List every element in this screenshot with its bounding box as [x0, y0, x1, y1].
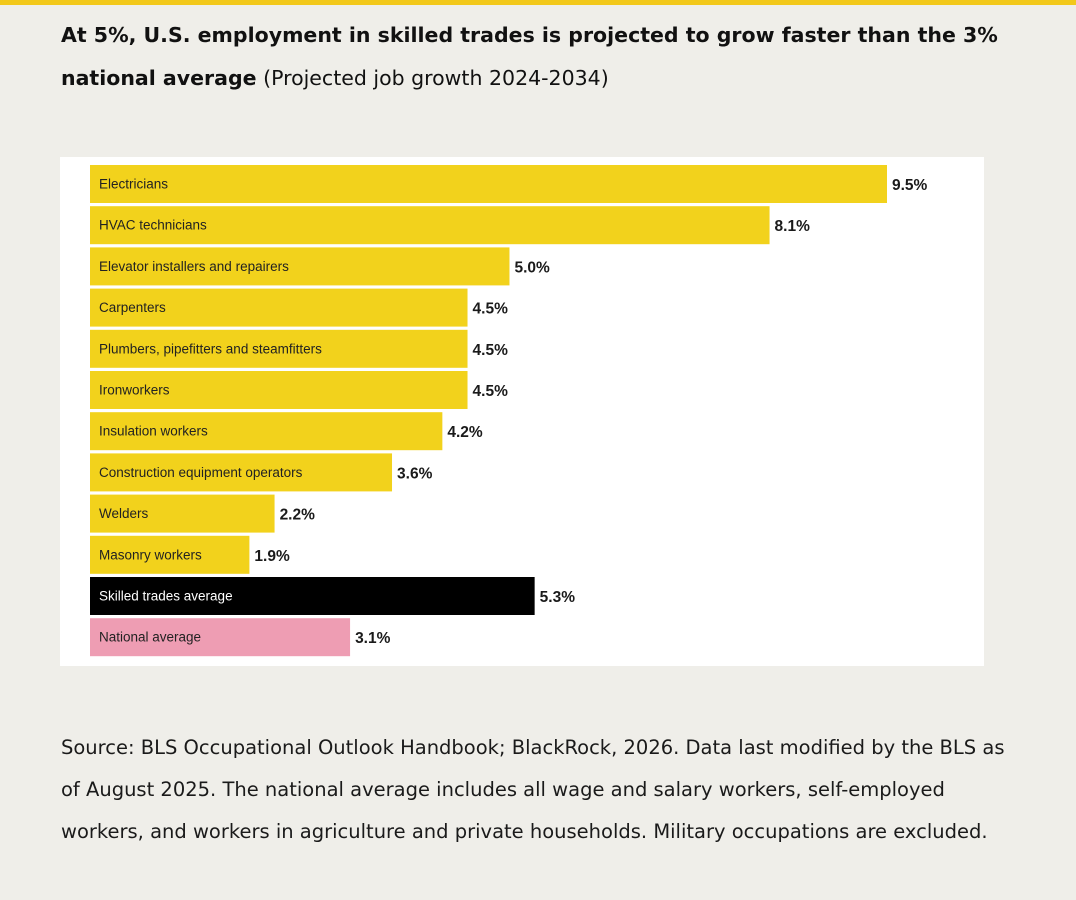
- category-label: Elevator installers and repairers: [99, 259, 289, 274]
- value-label: 3.6%: [397, 465, 433, 482]
- value-label: 9.5%: [892, 177, 928, 194]
- bar-chart-card: Electricians 9.5% HVAC technicians 8.1% Elev…: [60, 157, 984, 666]
- chart-headline: At 5%, U.S. employment in skilled trades…: [61, 14, 1021, 100]
- bar: [90, 288, 468, 327]
- bar-chart: Electricians 9.5% HVAC technicians 8.1% Elev…: [90, 165, 928, 657]
- category-label: Carpenters: [99, 300, 166, 315]
- category-label: National average: [99, 630, 201, 645]
- value-label: 4.2%: [447, 424, 483, 441]
- value-label: 5.3%: [540, 589, 576, 606]
- bar: [90, 165, 887, 203]
- value-label: 5.0%: [514, 259, 550, 276]
- value-label: 4.5%: [473, 301, 509, 318]
- bar: [90, 371, 468, 409]
- headline-subtitle: (Projected job growth 2024-2034): [263, 66, 609, 90]
- bar: [90, 453, 393, 492]
- bar: [90, 535, 250, 574]
- category-label: Insulation workers: [99, 424, 208, 439]
- source-note: Source: BLS Occupational Outlook Handboo…: [61, 736, 1005, 843]
- value-label: 2.2%: [280, 507, 316, 524]
- value-label: 1.9%: [254, 548, 290, 565]
- value-label: 4.5%: [473, 383, 509, 400]
- value-label: 4.5%: [473, 342, 509, 359]
- category-label: Masonry workers: [99, 547, 202, 562]
- category-label: Plumbers, pipefitters and steamfitters: [99, 341, 322, 356]
- category-label: Welders: [99, 506, 149, 521]
- bar: [90, 206, 770, 245]
- bar: [90, 329, 468, 368]
- value-label: 8.1%: [775, 218, 811, 235]
- value-label: 3.1%: [355, 630, 391, 647]
- category-label: Electricians: [99, 177, 168, 192]
- category-label: Skilled trades average: [99, 589, 233, 604]
- category-label: Ironworkers: [99, 383, 170, 398]
- bar: [90, 412, 443, 451]
- top-accent-bar: [0, 0, 1076, 5]
- bar: [90, 577, 535, 615]
- category-label: Construction equipment operators: [99, 465, 303, 480]
- bar: [90, 247, 510, 286]
- category-label: HVAC technicians: [99, 218, 207, 233]
- headline-bold: At 5%, U.S. employment in skilled trades…: [61, 23, 998, 90]
- bar: [90, 618, 351, 657]
- bar: [90, 494, 275, 533]
